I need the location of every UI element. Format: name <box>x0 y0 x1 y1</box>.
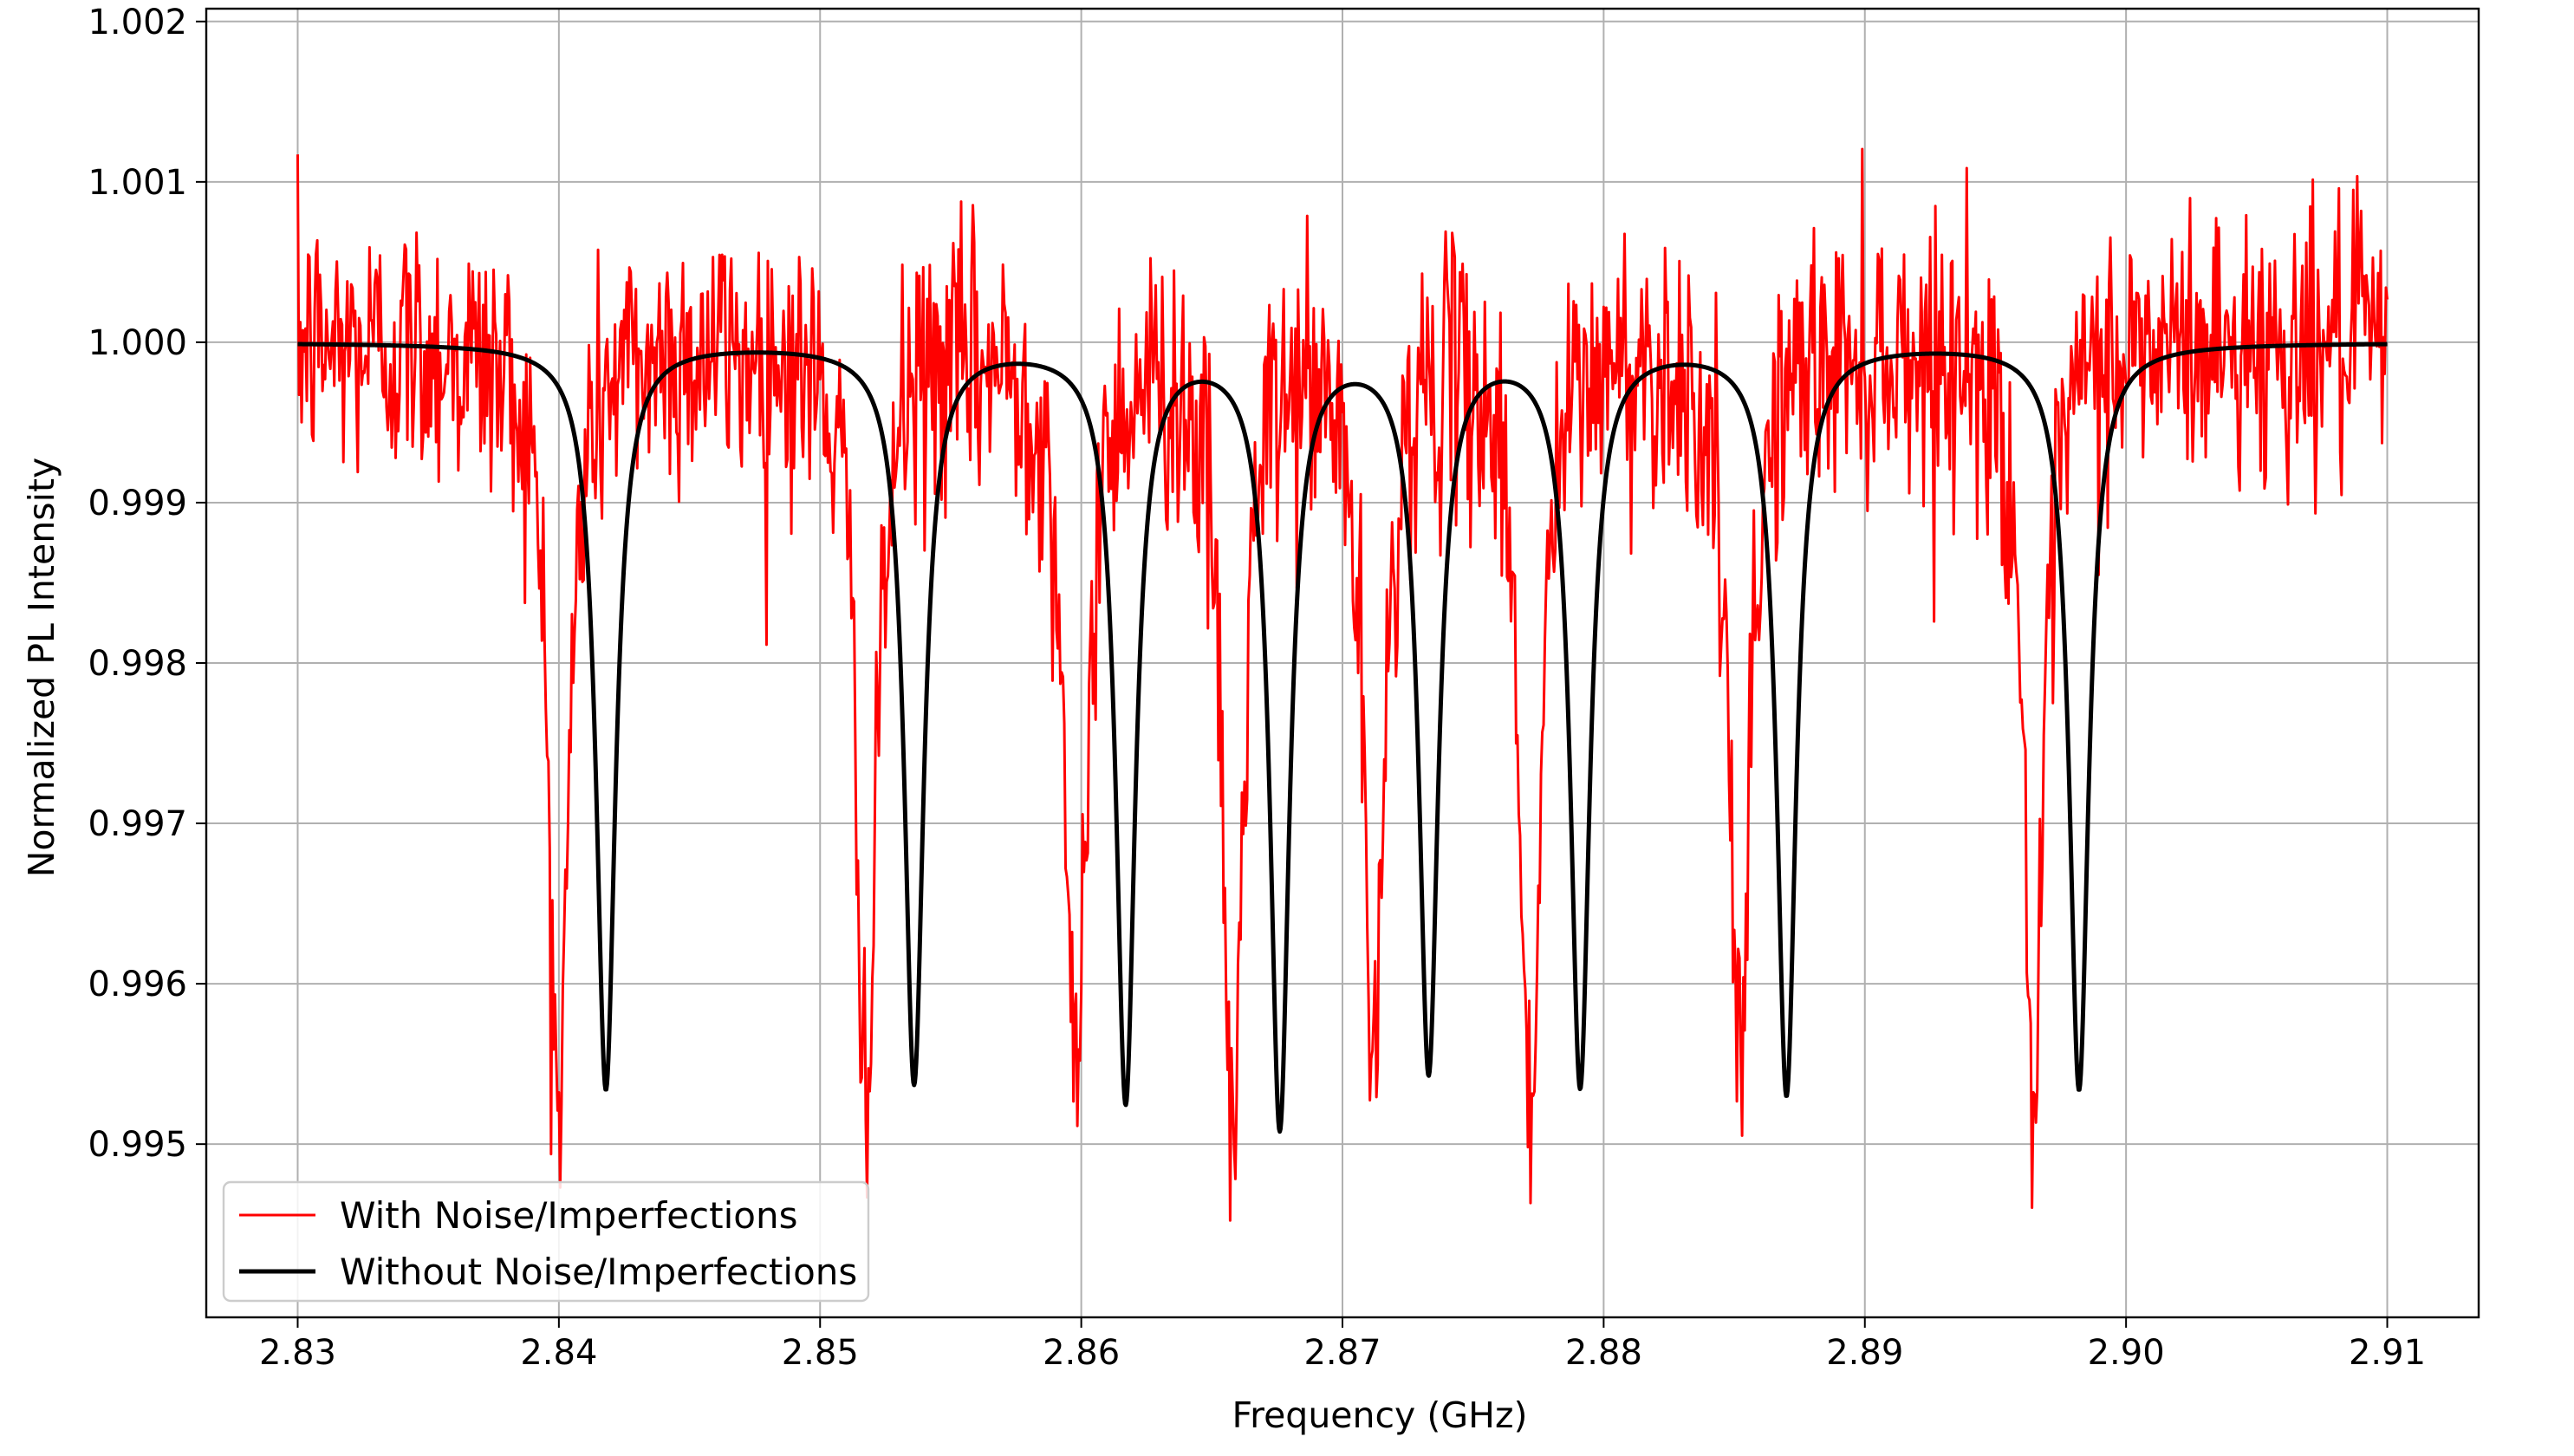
y-tick-label: 0.997 <box>88 804 187 844</box>
series-layer <box>296 147 2389 1222</box>
legend-box <box>222 1180 870 1303</box>
x-tick-label: 2.86 <box>1043 1333 1120 1373</box>
y-tick-label: 0.998 <box>88 644 187 684</box>
grid <box>206 9 2479 1317</box>
x-tick-label: 2.91 <box>2349 1333 2426 1373</box>
legend: With Noise/Imperfections Without Noise/I… <box>222 1180 870 1303</box>
y-tick-label: 1.001 <box>88 163 187 203</box>
x-tick-label: 2.85 <box>782 1333 859 1373</box>
series-line-noisy <box>296 147 2389 1222</box>
y-axis: 0.995 0.996 0.997 0.998 0.999 1.000 1.001 1.002 <box>88 3 206 1165</box>
y-tick-label: 0.995 <box>88 1125 187 1165</box>
x-tick-label: 2.90 <box>2088 1333 2165 1373</box>
legend-entry-clean: Without Noise/Imperfections <box>340 1251 857 1293</box>
x-tick-label: 2.84 <box>520 1333 597 1373</box>
legend-entry-noisy: With Noise/Imperfections <box>340 1194 798 1237</box>
x-tick-label: 2.89 <box>1826 1333 1903 1373</box>
y-tick-label: 1.002 <box>88 3 187 42</box>
x-axis: 2.83 2.84 2.85 2.86 2.87 2.88 2.89 2.90 2.91 <box>259 1317 2426 1373</box>
y-tick-label: 0.996 <box>88 965 187 1004</box>
y-axis-label: Normalized PL Intensity <box>21 458 62 878</box>
x-tick-label: 2.83 <box>259 1333 336 1373</box>
series-line-clean <box>296 341 2389 1134</box>
y-tick-label: 0.999 <box>88 484 187 523</box>
x-tick-label: 2.87 <box>1303 1333 1381 1373</box>
y-tick-label: 1.000 <box>88 323 187 363</box>
x-axis-label: Frequency (GHz) <box>1232 1394 1528 1436</box>
x-tick-label: 2.88 <box>1565 1333 1642 1373</box>
